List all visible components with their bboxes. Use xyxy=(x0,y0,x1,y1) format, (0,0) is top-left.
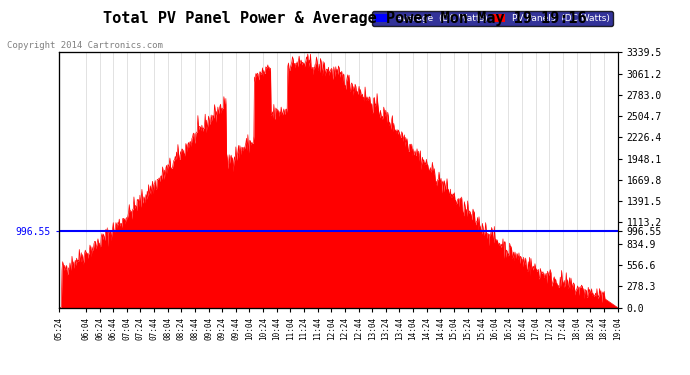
Legend: Average  (DC Watts), PV Panels  (DC Watts): Average (DC Watts), PV Panels (DC Watts) xyxy=(372,11,613,26)
Text: Copyright 2014 Cartronics.com: Copyright 2014 Cartronics.com xyxy=(7,41,163,50)
Text: Total PV Panel Power & Average Power Mon May 19 19:16: Total PV Panel Power & Average Power Mon… xyxy=(104,11,586,26)
